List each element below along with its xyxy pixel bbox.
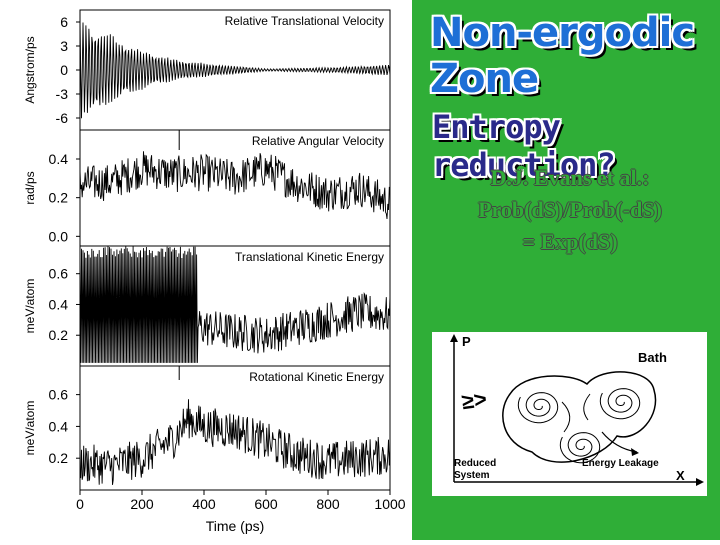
panel-1: Relative Translational Velocity 6 3 0 -3 -6 An… [23, 9, 391, 131]
panel-title: Translational Kinetic Energy [235, 250, 384, 264]
reduced-system-boundary [502, 371, 657, 463]
y-tick-label: 0.2 [49, 327, 69, 343]
y-axis-label: meV/atom [23, 279, 37, 334]
y-tick-label: 6 [60, 14, 68, 30]
y-axis-label: P [462, 334, 471, 349]
flow-arrow-1 [561, 401, 571, 433]
panel-4: Rotational Kinetic Energy 0.6 0.4 0.2 meV/at… [23, 365, 406, 534]
panel-2: Relative Angular Velocity 0.4 0.2 0.0 rad/ps [23, 129, 391, 247]
y-axis-arrow [450, 334, 458, 342]
leakage-arrowhead [631, 448, 639, 456]
citation-line-1: D.J. Evans et al.: [490, 165, 650, 190]
series-line [79, 246, 391, 363]
panel-frame [79, 365, 391, 491]
panel-title: Relative Angular Velocity [252, 134, 384, 148]
y-tick-label: 0.6 [49, 266, 69, 282]
x-axis-arrow [696, 478, 704, 486]
y-tick-label: 0.4 [49, 151, 69, 167]
y-tick-label: 0.2 [49, 190, 69, 206]
spiral-attractors [517, 388, 641, 464]
spiral-2 [599, 388, 641, 420]
citation-line-2: Prob(dS)/Prob(-dS) [478, 197, 662, 222]
panel-title: Rotational Kinetic Energy [249, 370, 384, 384]
y-tick-label: -3 [56, 86, 69, 102]
y-tick-label: 0.4 [49, 296, 69, 312]
slide-title: Non-ergodic Zone [430, 10, 695, 102]
x-tick-label: 600 [254, 496, 278, 512]
y-tick-label: 0.6 [49, 387, 69, 403]
energy-leakage-label: Energy Leakage [582, 458, 659, 469]
pointer-arrow-glyph: ≥> [460, 386, 488, 414]
panel-title: Relative Translational Velocity [225, 14, 384, 28]
spiral-1 [517, 392, 559, 424]
series-line [79, 151, 391, 220]
x-axis-label: Time (ps) [206, 518, 265, 534]
x-tick-label: 400 [192, 496, 216, 512]
x-tick-label: 1000 [374, 496, 405, 512]
y-axis-label: meV/atom [23, 401, 37, 456]
citation-line-3: = Exp(dS) [522, 229, 618, 254]
y-axis-label: Angstrom/ps [23, 36, 37, 103]
stacked-time-series-chart: Relative Translational Velocity 6 3 0 -3 -6 An… [23, 9, 406, 534]
y-tick-label: 0.2 [49, 450, 69, 466]
x-tick-label: 800 [316, 496, 340, 512]
y-tick-label: 3 [60, 38, 68, 54]
y-tick-label: -6 [56, 110, 69, 126]
panel-3: Translational Kinetic Energy 0.6 0.4 0.2 meV… [23, 245, 391, 367]
slide-subtitle: Entropy reduction? [432, 108, 616, 184]
reduced-system-label-line1: Reduced [454, 458, 496, 469]
bath-label: Bath [638, 350, 667, 365]
chart-panel: Relative Translational Velocity 6 3 0 -3 -6 An… [23, 9, 406, 534]
series-line [79, 20, 391, 119]
phase-space-diagram: P X Bath Reduced System Energy Leakage ≥… [432, 332, 707, 496]
y-tick-label: 0.4 [49, 418, 69, 434]
y-axis-label: rad/ps [23, 171, 37, 204]
spiral-3 [559, 432, 601, 464]
x-tick-label: 200 [130, 496, 154, 512]
reduced-system-label-line2: System [454, 470, 490, 481]
x-axis-label: X [676, 468, 685, 483]
flow-arrow-2 [583, 393, 591, 421]
y-tick-label: 0 [60, 62, 68, 78]
y-tick-label: 0.0 [49, 228, 69, 244]
series-line [79, 399, 391, 485]
x-tick-label: 0 [76, 496, 84, 512]
